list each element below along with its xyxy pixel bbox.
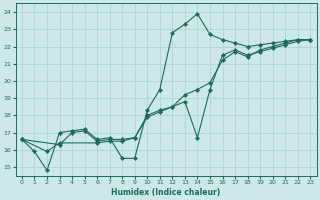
X-axis label: Humidex (Indice chaleur): Humidex (Indice chaleur): [111, 188, 221, 197]
